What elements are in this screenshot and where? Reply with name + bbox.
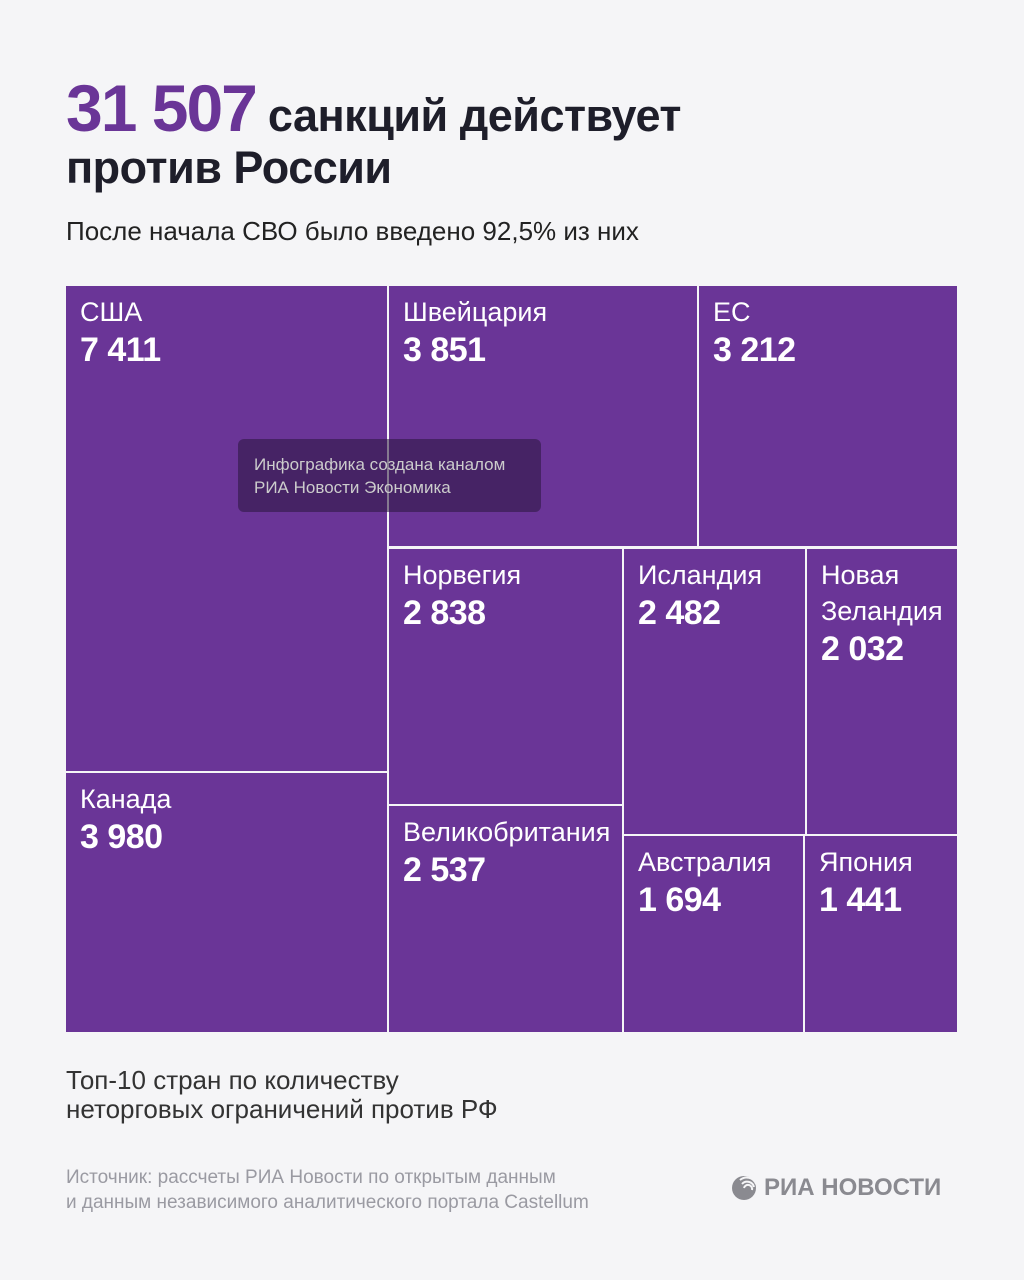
treemap-tile: США 7 411 [66,286,387,771]
tile-label: Япония [819,847,913,877]
watermark: Инфографика создана каналом РИА Новости … [238,439,541,512]
tile-value: 3 980 [80,818,163,856]
tile-label: Великобритания [403,817,611,847]
title-line1: санкций действует [267,90,682,141]
tile-value: 2 482 [638,594,721,632]
treemap-tile: Австралия 1 694 [624,836,803,1032]
title-line2: против России [66,142,392,193]
tile-label: Норвегия [403,560,522,590]
treemap-tile: Исландия 2 482 [624,549,805,834]
watermark-line1: Инфографика создана каналом [254,455,506,474]
tile-label: Канада [80,784,172,814]
source-note: Источник: рассчеты РИА Новости по открыт… [66,1165,589,1215]
treemap-tile: Великобритания 2 537 [389,806,622,1032]
tile-label: США [80,297,143,327]
logo-text: РИА НОВОСТИ [764,1174,942,1201]
tile-value: 2 537 [403,851,486,889]
source-line2: и данным независимого аналитического пор… [66,1192,589,1213]
treemap-tile: Япония 1 441 [805,836,957,1032]
tile-value: 7 411 [80,331,161,369]
tile-value: 2 032 [821,630,904,668]
tile-label: ЕС [713,297,751,327]
chart-caption: Топ-10 стран по количеству неторговых ог… [66,1066,498,1124]
tile-value: 3 212 [713,331,796,369]
treemap-tile: Норвегия 2 838 [389,549,622,804]
globe-logo-icon [732,1176,757,1200]
ria-logo: РИА НОВОСТИ [730,1174,941,1202]
treemap-tile: Канада 3 980 [66,773,387,1032]
tile-label: Швейцария [403,297,548,327]
subtitle: После начала СВО было введено 92,5% из н… [66,216,639,246]
treemap-tile: Новая Зеландия 2 032 [807,549,957,834]
watermark-line2: РИА Новости Экономика [254,478,451,497]
treemap-tile: ЕС 3 212 [699,286,957,546]
tile-value: 1 441 [819,881,902,919]
tile-value: 3 851 [403,331,486,369]
tile-value: 1 694 [638,881,721,919]
tile-label: Исландия [638,560,763,590]
tile-label: Новая Зеландия [821,560,943,626]
source-line1: Источник: рассчеты РИА Новости по открыт… [66,1167,556,1188]
caption-line1: Топ-10 стран по количеству [66,1065,399,1095]
tile-label: Австралия [638,847,772,877]
page-title: 31 507 санкций действует против России [66,75,682,194]
tile-value: 2 838 [403,594,486,632]
total-count: 31 507 [66,71,258,145]
caption-line2: неторговых ограничений против РФ [66,1094,498,1124]
